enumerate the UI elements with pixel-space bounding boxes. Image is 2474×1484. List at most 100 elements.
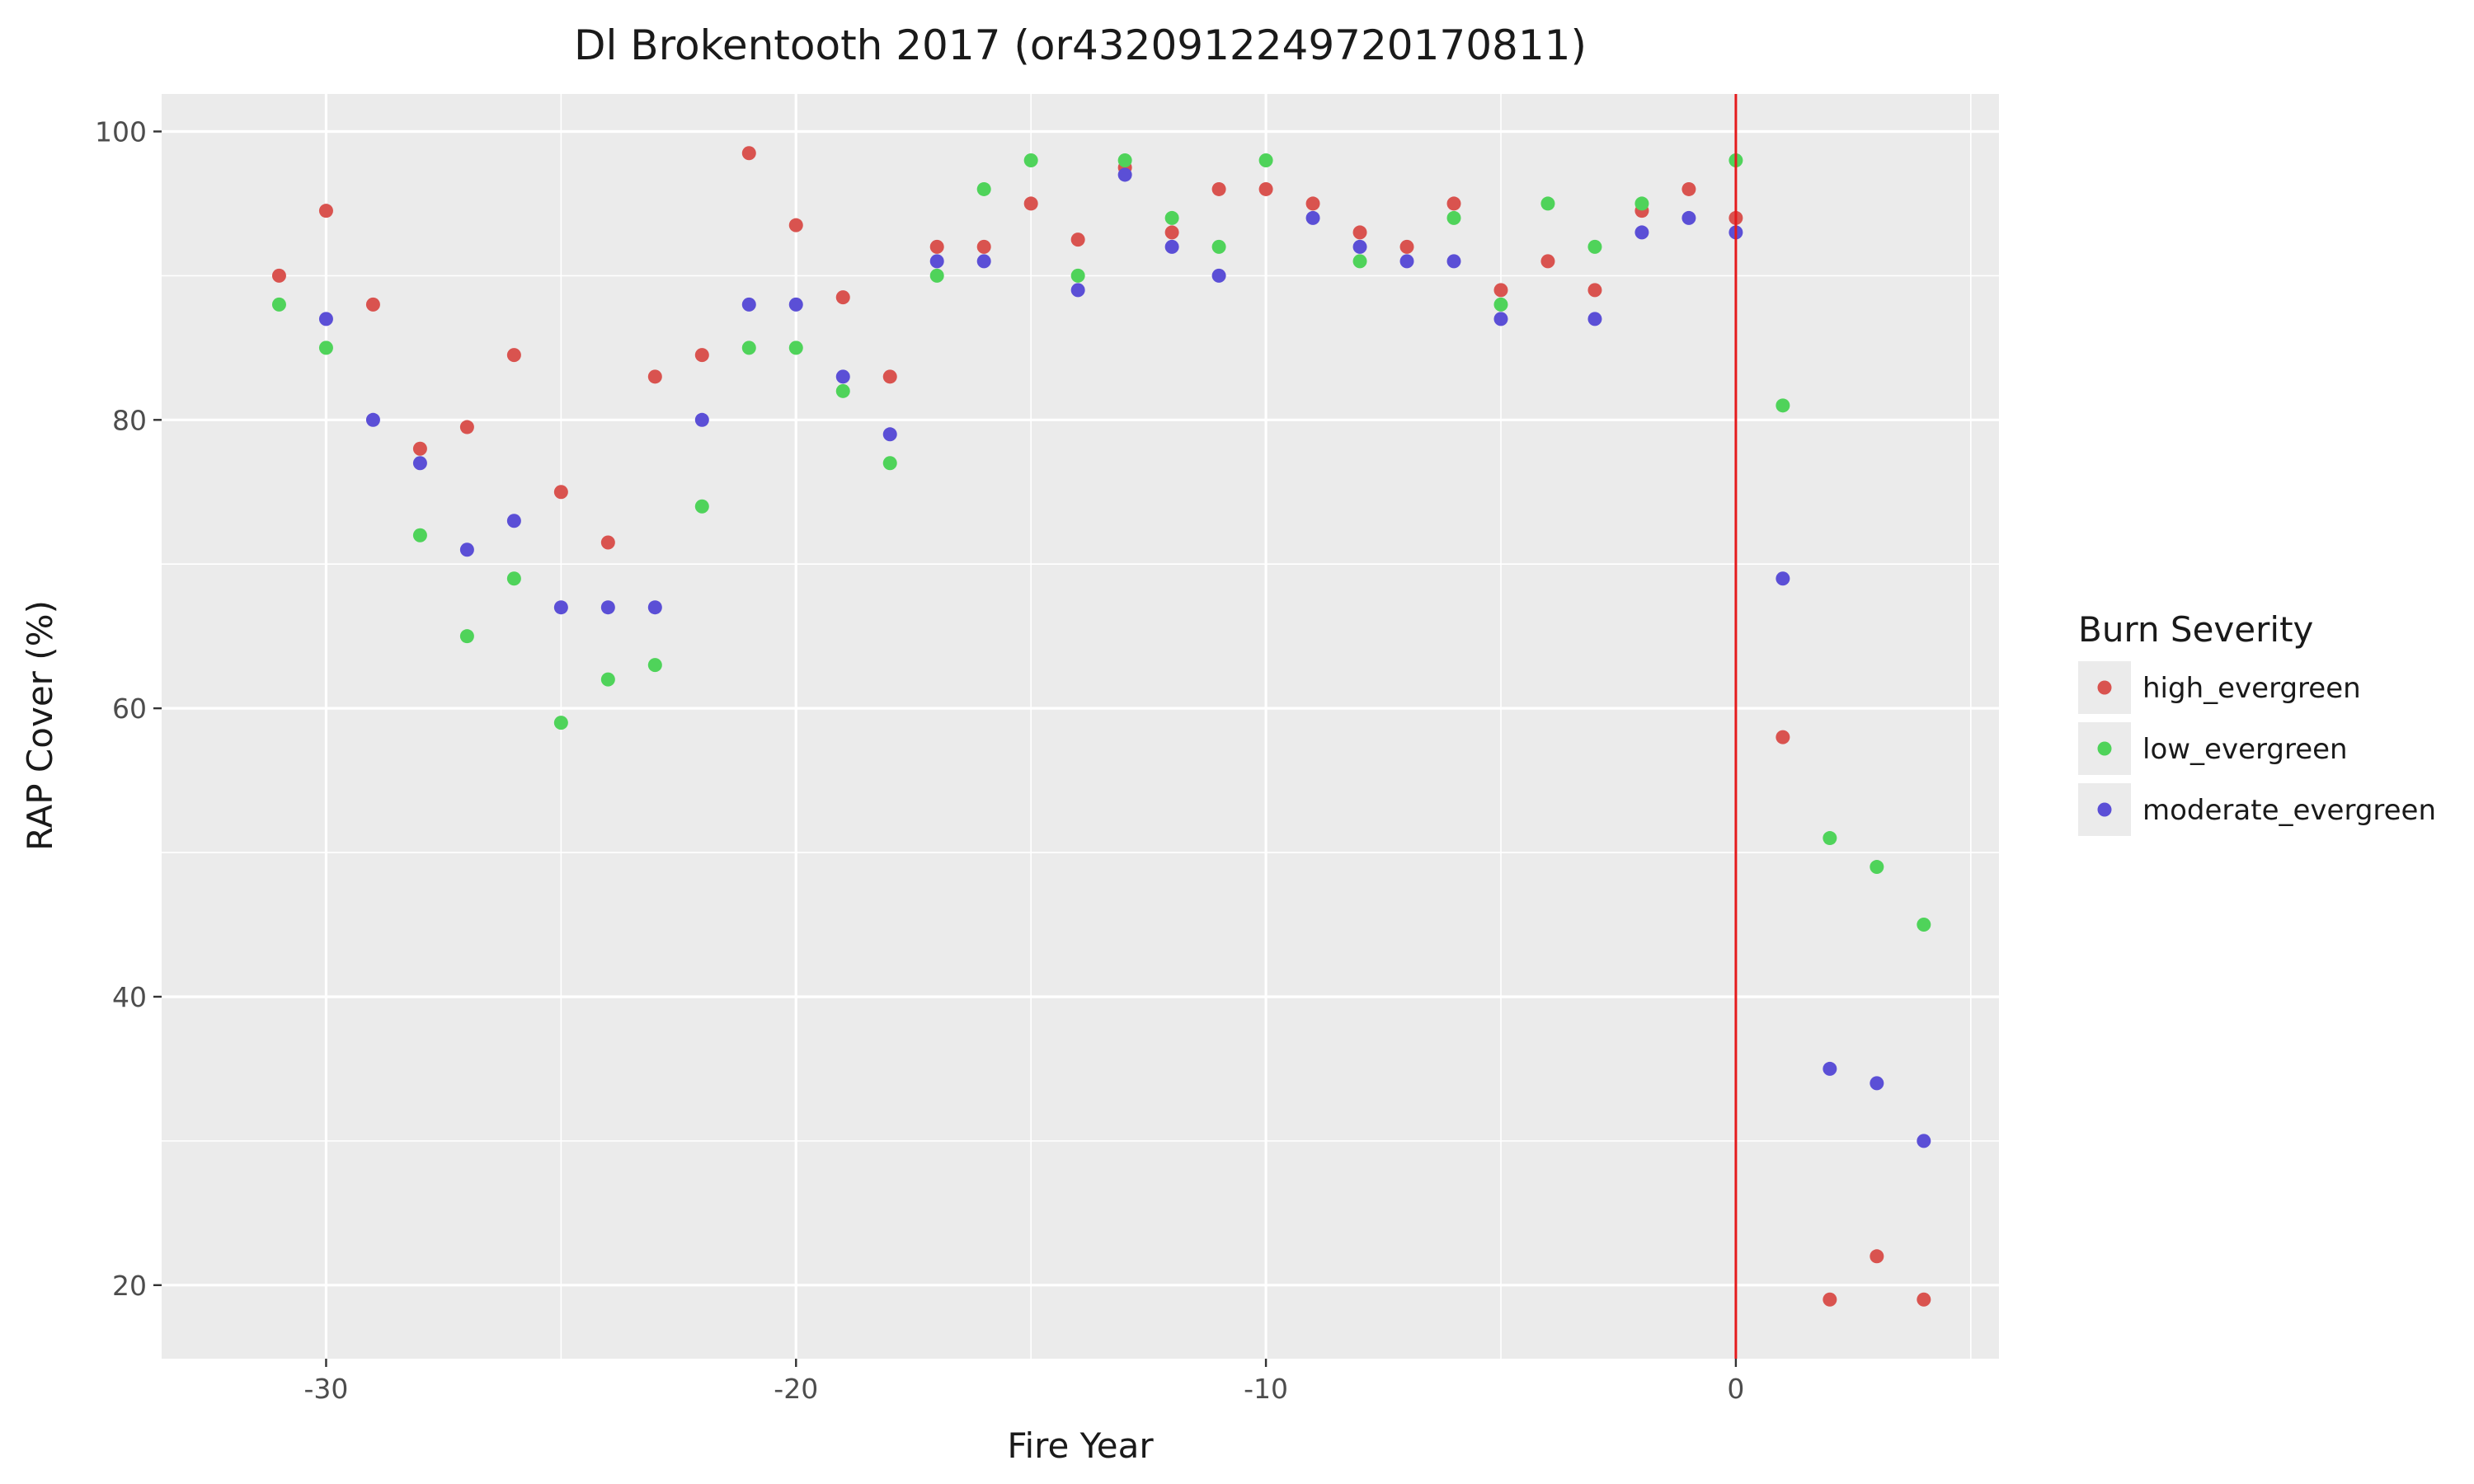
data-point — [1870, 1249, 1884, 1264]
plot-panel — [162, 94, 1999, 1359]
data-point — [1776, 571, 1790, 586]
series-low_evergreen — [271, 153, 1931, 932]
data-point — [647, 658, 662, 673]
data-point — [1540, 254, 1555, 269]
data-point — [412, 456, 427, 471]
data-point — [835, 383, 850, 398]
data-point — [1399, 254, 1414, 269]
legend-swatch — [2097, 741, 2112, 756]
data-point — [976, 254, 991, 269]
data-point — [835, 290, 850, 305]
data-point — [318, 312, 333, 326]
data-point — [647, 600, 662, 615]
y-tick-label: 60 — [112, 693, 147, 725]
data-point — [882, 456, 897, 471]
data-point — [1070, 283, 1085, 298]
data-point — [459, 420, 474, 434]
data-point — [1823, 1061, 1837, 1076]
data-point — [600, 672, 615, 687]
data-point — [741, 146, 756, 161]
data-point — [1023, 196, 1038, 211]
data-point — [1493, 312, 1508, 326]
data-point — [318, 340, 333, 355]
data-point — [1211, 268, 1226, 283]
data-point — [1587, 312, 1602, 326]
legend-label: low_evergreen — [2142, 733, 2348, 766]
y-axis-title: RAP Cover (%) — [20, 600, 60, 851]
data-point — [1023, 153, 1038, 167]
chart-title: Dl Brokentooth 2017 (or43209122497201708… — [574, 21, 1587, 69]
data-point — [788, 340, 803, 355]
data-point — [412, 441, 427, 456]
data-point — [976, 239, 991, 254]
data-point — [1352, 254, 1367, 269]
data-point — [1446, 196, 1461, 211]
data-point — [835, 369, 850, 384]
data-point — [1446, 254, 1461, 269]
data-point — [929, 239, 944, 254]
data-point — [1211, 239, 1226, 254]
data-point — [1634, 196, 1649, 211]
data-point — [1870, 860, 1884, 875]
data-point — [600, 600, 615, 615]
legend-label: high_evergreen — [2142, 672, 2361, 705]
data-point — [1164, 210, 1179, 225]
data-point — [1399, 239, 1414, 254]
data-point — [1211, 181, 1226, 196]
data-point — [1070, 232, 1085, 247]
data-point — [1917, 1134, 1931, 1148]
data-point — [929, 268, 944, 283]
data-point — [1681, 181, 1696, 196]
data-point — [1587, 239, 1602, 254]
data-point — [1258, 153, 1273, 167]
data-point — [1917, 1292, 1931, 1307]
data-point — [1493, 283, 1508, 298]
data-point — [1352, 239, 1367, 254]
data-point — [1164, 225, 1179, 240]
data-point — [1681, 210, 1696, 225]
data-point — [271, 297, 286, 312]
data-point — [741, 340, 756, 355]
y-tick-label: 40 — [112, 981, 147, 1013]
y-tick-label: 20 — [112, 1270, 147, 1302]
data-point — [1587, 283, 1602, 298]
data-point — [1258, 181, 1273, 196]
legend-swatch — [2097, 680, 2112, 695]
data-point — [929, 254, 944, 269]
data-point — [365, 297, 380, 312]
data-point — [506, 571, 521, 586]
data-point — [647, 369, 662, 384]
data-point — [318, 204, 333, 218]
data-point — [271, 268, 286, 283]
data-point — [1117, 167, 1132, 182]
data-point — [788, 297, 803, 312]
data-point — [600, 535, 615, 550]
data-point — [694, 348, 709, 363]
data-point — [741, 297, 756, 312]
x-tick-label: -30 — [303, 1373, 348, 1405]
data-point — [788, 218, 803, 232]
legend-label: moderate_evergreen — [2142, 794, 2436, 827]
data-point — [1776, 730, 1790, 744]
data-point — [1305, 196, 1320, 211]
data-point — [1823, 1292, 1837, 1307]
data-point — [459, 629, 474, 644]
legend-swatch — [2097, 802, 2112, 817]
data-point — [553, 600, 568, 615]
data-point — [1070, 268, 1085, 283]
x-tick-label: -10 — [1244, 1373, 1288, 1405]
data-point — [365, 412, 380, 427]
data-point — [1634, 225, 1649, 240]
data-point — [459, 542, 474, 557]
data-point — [694, 499, 709, 514]
data-point — [412, 528, 427, 542]
x-tick-label: -20 — [774, 1373, 818, 1405]
data-point — [1823, 831, 1837, 846]
legend: Burn Severity high_evergreen low_evergree… — [2078, 609, 2436, 836]
data-point — [1305, 210, 1320, 225]
data-point — [1352, 225, 1367, 240]
data-point — [553, 716, 568, 730]
data-point — [1117, 153, 1132, 167]
